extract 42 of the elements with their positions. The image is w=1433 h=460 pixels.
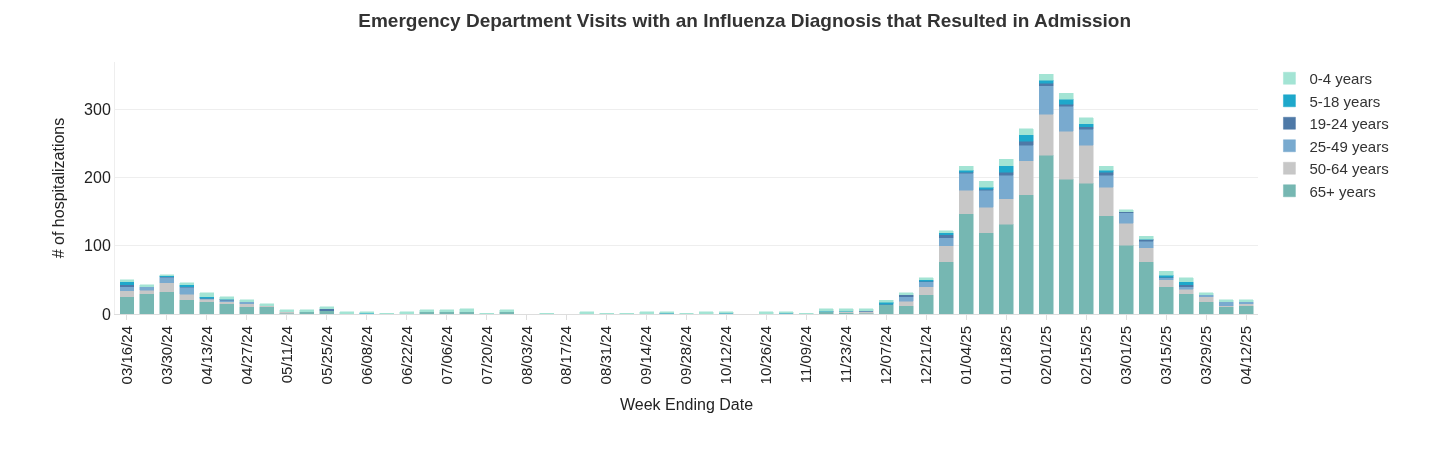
y-tick-label: 300 bbox=[84, 101, 111, 119]
x-tick-label: 04/13/24 bbox=[197, 326, 215, 385]
x-tick-label: 11/23/24 bbox=[837, 326, 855, 384]
x-tick-label: 08/03/24 bbox=[517, 326, 535, 385]
x-tick-label: 02/01/25 bbox=[1037, 326, 1055, 385]
y-axis-title: # of hospitalizations bbox=[50, 117, 67, 259]
x-tick-label: 05/25/24 bbox=[317, 326, 335, 385]
x-tick-label: 03/01/25 bbox=[1116, 326, 1134, 385]
x-tick-label: 09/28/24 bbox=[677, 326, 695, 385]
x-tick-label: 06/22/24 bbox=[397, 326, 415, 385]
x-tick-label: 12/21/24 bbox=[917, 326, 935, 385]
x-tick-label: 01/04/25 bbox=[957, 326, 975, 385]
x-tick-label: 07/06/24 bbox=[437, 326, 455, 385]
legend-label: 65+ years bbox=[1309, 182, 1376, 200]
legend-label: 25-49 years bbox=[1309, 137, 1389, 155]
x-tick-label: 03/15/25 bbox=[1156, 326, 1174, 385]
legend-label: 0-4 years bbox=[1309, 70, 1372, 88]
x-tick-label: 01/18/25 bbox=[997, 326, 1015, 385]
x-tick-label: 05/11/24 bbox=[277, 326, 295, 384]
x-axis-title: Week Ending Date bbox=[619, 396, 754, 414]
x-tick-label: 08/31/24 bbox=[597, 326, 615, 385]
legend-label: 5-18 years bbox=[1309, 92, 1381, 110]
x-tick-label: 07/20/24 bbox=[477, 326, 495, 385]
x-tick-label: 03/16/24 bbox=[117, 326, 135, 385]
x-tick-label: 10/12/24 bbox=[717, 326, 735, 385]
x-tick-label: 12/07/24 bbox=[877, 326, 895, 385]
x-tick-label: 08/17/24 bbox=[557, 326, 575, 385]
x-tick-label: 03/30/24 bbox=[157, 326, 175, 385]
legend-label: 50-64 years bbox=[1309, 160, 1389, 178]
chart-title: Emergency Department Visits with an Influenza Diagnosis that Resulted in Admission bbox=[358, 10, 1132, 32]
x-tick-label: 04/27/24 bbox=[237, 326, 255, 385]
x-tick-label: 10/26/24 bbox=[757, 326, 775, 385]
y-tick-label: 0 bbox=[101, 305, 111, 323]
legend-label: 19-24 years bbox=[1309, 115, 1389, 133]
x-tick-label: 03/29/25 bbox=[1196, 326, 1214, 385]
x-tick-label: 04/12/25 bbox=[1236, 326, 1254, 385]
x-tick-label: 06/08/24 bbox=[357, 326, 375, 385]
y-tick-label: 200 bbox=[84, 169, 111, 187]
x-tick-label: 09/14/24 bbox=[637, 326, 655, 385]
x-tick-label: 02/15/25 bbox=[1077, 326, 1095, 385]
x-tick-label: 11/09/24 bbox=[797, 326, 815, 384]
y-tick-label: 100 bbox=[84, 237, 111, 255]
